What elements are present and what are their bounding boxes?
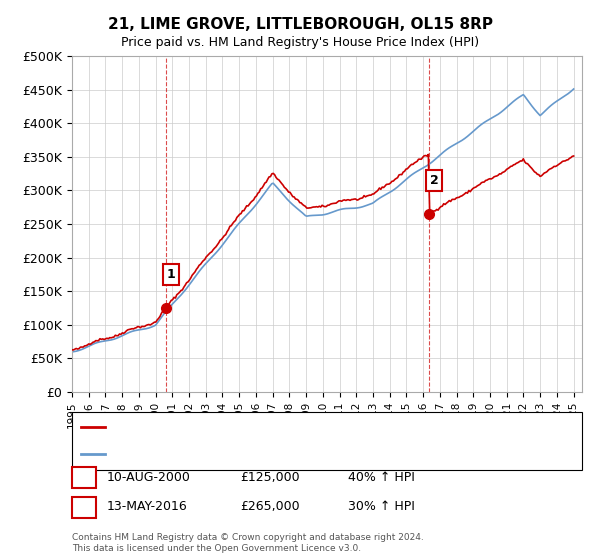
Text: 21, LIME GROVE, LITTLEBOROUGH, OL15 8RP: 21, LIME GROVE, LITTLEBOROUGH, OL15 8RP (107, 17, 493, 32)
Text: 21, LIME GROVE, LITTLEBOROUGH, OL15 8RP (detached house): 21, LIME GROVE, LITTLEBOROUGH, OL15 8RP … (108, 422, 462, 432)
Text: HPI: Average price, detached house, Rochdale: HPI: Average price, detached house, Roch… (108, 449, 365, 459)
Text: 13-MAY-2016: 13-MAY-2016 (107, 500, 188, 514)
Text: Contains HM Land Registry data © Crown copyright and database right 2024.
This d: Contains HM Land Registry data © Crown c… (72, 533, 424, 553)
Text: 30% ↑ HPI: 30% ↑ HPI (348, 500, 415, 514)
Text: 40% ↑ HPI: 40% ↑ HPI (348, 470, 415, 484)
Text: 2: 2 (430, 174, 439, 187)
Text: 2: 2 (80, 500, 88, 514)
Text: 1: 1 (80, 470, 88, 484)
Text: Price paid vs. HM Land Registry's House Price Index (HPI): Price paid vs. HM Land Registry's House … (121, 36, 479, 49)
Text: £125,000: £125,000 (240, 470, 299, 484)
Text: £265,000: £265,000 (240, 500, 299, 514)
Text: 10-AUG-2000: 10-AUG-2000 (107, 470, 191, 484)
Text: 1: 1 (166, 268, 175, 281)
